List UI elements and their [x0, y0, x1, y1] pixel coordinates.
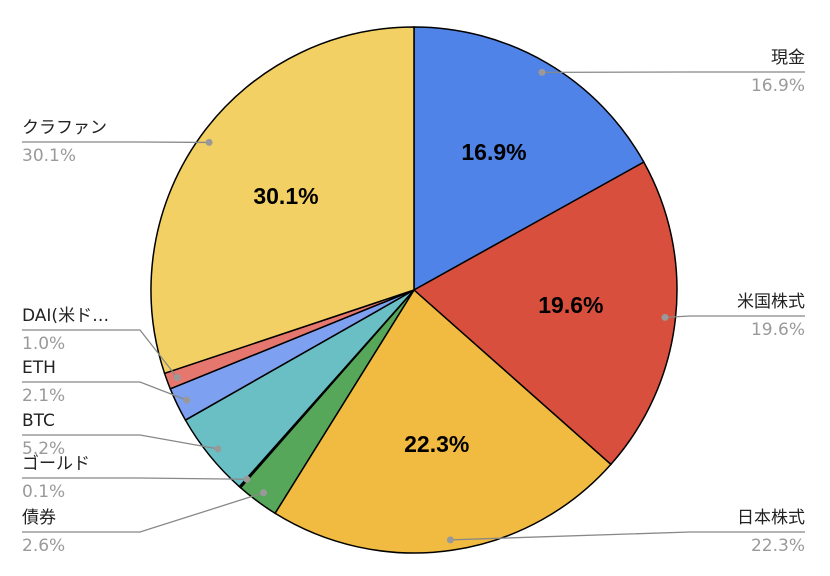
pie-slice	[413, 26, 645, 292]
leader-line	[450, 531, 805, 541]
legend-name: 米国株式	[737, 292, 805, 312]
legend-value: 1.0%	[22, 334, 65, 354]
leader-dot	[205, 138, 213, 146]
legend-name: DAI(米ド…	[22, 306, 109, 326]
slice-label: 16.9%	[461, 139, 526, 165]
leader-dot	[446, 536, 454, 544]
leader-line	[22, 329, 178, 378]
leader-dot	[183, 396, 191, 404]
pie-slice	[412, 161, 678, 466]
leader-dot	[214, 445, 222, 453]
leader-dot	[538, 68, 546, 76]
leader-line	[664, 315, 805, 318]
legend-value: 19.6%	[751, 320, 805, 340]
legend-value: 30.1%	[22, 146, 76, 166]
leader-dot	[260, 489, 268, 497]
legend-name: BTC	[22, 411, 55, 431]
slice-label: 30.1%	[253, 183, 318, 209]
leader-line	[22, 477, 247, 480]
legend-value: 2.1%	[22, 386, 65, 406]
legend-name: 債券	[22, 508, 56, 528]
legend-name: 現金	[771, 48, 805, 68]
legend-value: 16.9%	[751, 76, 805, 96]
pie-slice	[150, 26, 415, 375]
legend-name: ETH	[22, 358, 56, 378]
legend-value: 2.6%	[22, 536, 65, 556]
leader-dot	[661, 313, 669, 321]
pie-slice	[274, 288, 612, 554]
leader-line	[22, 492, 264, 533]
leader-dot	[173, 373, 181, 381]
legend-name: 日本株式	[737, 508, 805, 528]
slice-label: 19.6%	[538, 292, 603, 318]
legend-name: クラファン	[22, 118, 107, 138]
legend-value: 0.1%	[22, 482, 65, 502]
legend-value: 5.2%	[22, 439, 65, 459]
leader-line	[22, 434, 218, 450]
slice-label: 22.3%	[404, 431, 469, 457]
leader-line	[22, 381, 188, 401]
legend-name: ゴールド	[22, 453, 90, 474]
legend-value: 22.3%	[751, 536, 805, 556]
leader-dot	[243, 475, 251, 483]
